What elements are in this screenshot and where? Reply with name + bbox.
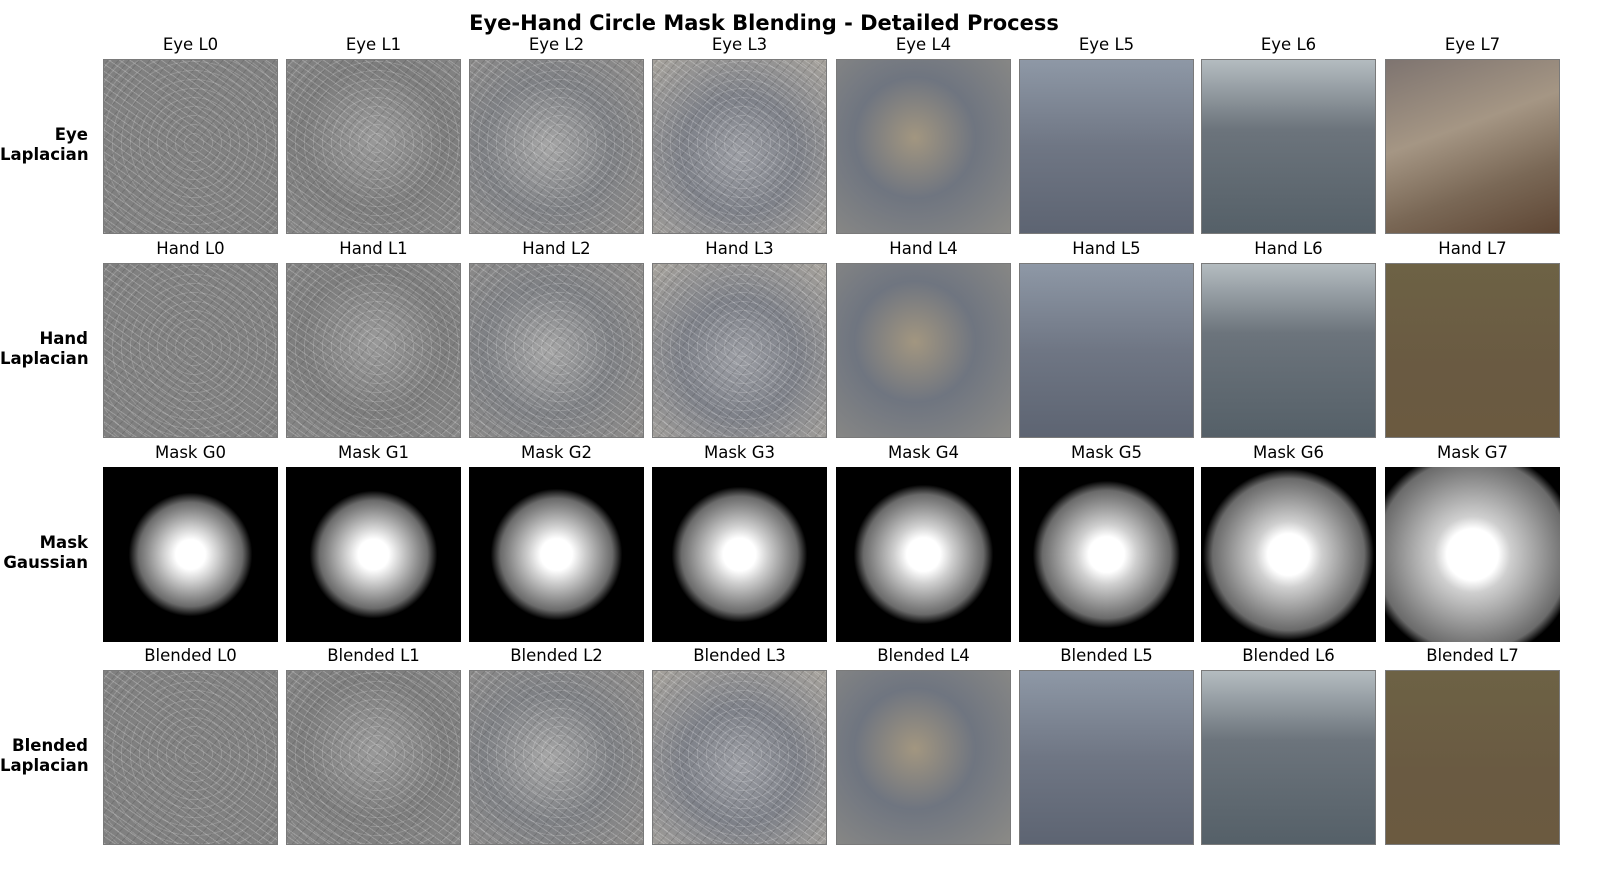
row-label-4: Blended Laplacian [0,735,89,776]
tile-title: Eye L6 [1260,35,1317,54]
tile-title: Hand L3 [705,239,774,258]
tile-title: Mask G5 [1070,443,1143,462]
mask-gaussian-image [836,467,1011,642]
row-label-line: Laplacian [0,144,89,164]
tile-title: Hand L6 [1254,239,1323,258]
laplacian-level-image [469,670,644,845]
row-label-3: Mask Gaussian [0,533,88,573]
laplacian-level-image [286,263,461,438]
tile-title: Hand L1 [339,239,408,258]
row-label-line: Gaussian [3,552,88,572]
tile-title: Mask G2 [520,443,593,462]
tile-title: Blended L7 [1426,646,1519,665]
tile-title: Eye L0 [162,35,219,54]
mask-gaussian-image [652,467,827,642]
tile-title: Hand L0 [156,239,225,258]
tile-title: Eye L5 [1078,35,1135,54]
laplacian-level-image [1385,263,1560,438]
tile-title: Mask G1 [337,443,410,462]
tile-title: Hand L4 [889,239,958,258]
tile-title: Blended L5 [1060,646,1153,665]
row-label-line: Eye [54,124,88,144]
laplacian-level-image [1385,59,1560,234]
tile-title: Mask G7 [1436,443,1509,462]
tile-title: Blended L1 [327,646,420,665]
laplacian-level-image [469,59,644,234]
laplacian-level-image [652,263,827,438]
laplacian-level-image [286,59,461,234]
tile-title: Eye L3 [711,35,768,54]
laplacian-level-image [469,263,644,438]
tile-title: Eye L2 [528,35,585,54]
laplacian-level-image [1019,59,1194,234]
laplacian-level-image [652,59,827,234]
row-label-line: Laplacian [0,348,89,368]
laplacian-level-image [1019,263,1194,438]
laplacian-level-image [1201,670,1376,845]
row-label-line: Mask [39,532,88,552]
laplacian-level-image [286,670,461,845]
tile-title: Mask G0 [154,443,227,462]
tile-title: Hand L2 [522,239,591,258]
tile-title: Blended L4 [877,646,970,665]
row-label-line: Laplacian [0,755,89,775]
laplacian-level-image [836,59,1011,234]
laplacian-level-image [1201,263,1376,438]
mask-gaussian-image [1019,467,1194,642]
mask-gaussian-image [286,467,461,642]
tile-title: Eye L7 [1444,35,1501,54]
figure-title: Eye-Hand Circle Mask Blending - Detailed… [469,11,1059,35]
row-label-2: Hand Laplacian [0,328,89,369]
tile-title: Mask G6 [1252,443,1325,462]
tile-title: Hand L7 [1438,239,1507,258]
laplacian-level-image [103,59,278,234]
tile-title: Hand L5 [1072,239,1141,258]
laplacian-level-image [836,670,1011,845]
laplacian-level-image [1019,670,1194,845]
laplacian-level-image [1201,59,1376,234]
mask-gaussian-image [469,467,644,642]
tile-title: Blended L6 [1242,646,1335,665]
mask-gaussian-image [1385,467,1560,642]
laplacian-level-image [103,263,278,438]
tile-title: Blended L3 [693,646,786,665]
row-label-line: Hand [39,328,88,348]
tile-title: Blended L0 [144,646,237,665]
laplacian-level-image [103,670,278,845]
mask-gaussian-image [1201,467,1376,642]
tile-title: Blended L2 [510,646,603,665]
tile-title: Eye L4 [895,35,952,54]
mask-gaussian-image [103,467,278,642]
tile-title: Eye L1 [345,35,402,54]
row-label-1: Eye Laplacian [0,124,89,165]
laplacian-level-image [1385,670,1560,845]
laplacian-level-image [652,670,827,845]
tile-title: Mask G3 [703,443,776,462]
row-label-line: Blended [12,735,88,755]
tile-title: Mask G4 [887,443,960,462]
laplacian-level-image [836,263,1011,438]
